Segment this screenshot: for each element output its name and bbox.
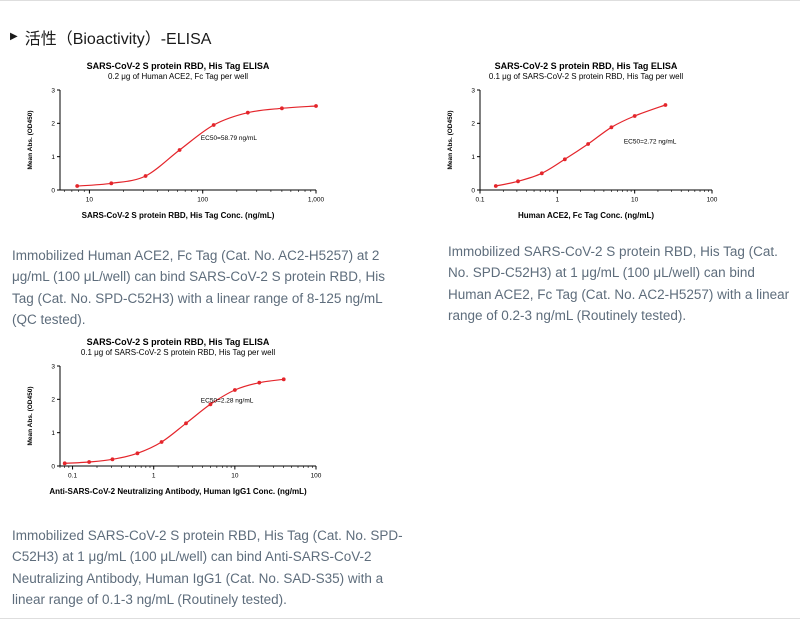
svg-text:1: 1 xyxy=(152,473,156,480)
chart-2-description: Immobilized SARS-CoV-2 S protein RBD, Hi… xyxy=(448,244,790,323)
elisa-chart-2: SARS-CoV-2 S protein RBD, His Tag ELISA … xyxy=(440,61,732,220)
svg-text:EC50=2.28 ng/mL: EC50=2.28 ng/mL xyxy=(201,398,254,405)
svg-text:1: 1 xyxy=(556,197,560,204)
svg-text:1: 1 xyxy=(471,154,475,161)
svg-text:2: 2 xyxy=(51,397,55,404)
svg-text:0: 0 xyxy=(51,463,55,470)
svg-text:3: 3 xyxy=(51,87,55,94)
elisa-chart-3: SARS-CoV-2 S protein RBD, His Tag ELISA … xyxy=(20,337,336,496)
svg-text:0: 0 xyxy=(471,187,475,194)
svg-text:2: 2 xyxy=(51,121,55,128)
chart-3-description: Immobilized SARS-CoV-2 S protein RBD, Hi… xyxy=(12,528,403,607)
svg-text:3: 3 xyxy=(471,87,475,94)
svg-text:Mean Abs. (OD450): Mean Abs. (OD450) xyxy=(27,111,34,170)
svg-text:10: 10 xyxy=(231,473,239,480)
svg-text:100: 100 xyxy=(707,197,718,204)
svg-text:EC50=58.79 ng/mL: EC50=58.79 ng/mL xyxy=(201,135,258,142)
svg-text:1,000: 1,000 xyxy=(308,197,325,204)
elisa-chart-1: SARS-CoV-2 S protein RBD, His Tag ELISA … xyxy=(20,61,336,220)
svg-text:Mean Abs. (OD450): Mean Abs. (OD450) xyxy=(447,111,454,170)
svg-text:0: 0 xyxy=(51,187,55,194)
svg-text:100: 100 xyxy=(311,473,322,480)
svg-text:0.1: 0.1 xyxy=(68,473,77,480)
svg-text:EC50=2.72 ng/mL: EC50=2.72 ng/mL xyxy=(624,138,677,145)
section-title: 活性（Bioactivity）-ELISA xyxy=(24,31,212,48)
chart-subtitle: 0.1 μg of SARS-CoV-2 S protein RBD, His … xyxy=(80,348,276,357)
chart-title: SARS-CoV-2 S protein RBD, His Tag ELISA xyxy=(494,61,678,71)
section-header[interactable]: ▶ 活性（Bioactivity）-ELISA xyxy=(10,25,211,49)
svg-text:3: 3 xyxy=(51,363,55,370)
chart-title: SARS-CoV-2 S protein RBD, His Tag ELISA xyxy=(86,337,270,347)
chart-x-axis-label: Anti-SARS-CoV-2 Neutralizing Antibody, H… xyxy=(49,487,307,496)
elisa-plot: 0 1 2 3 0.1 1 10 100 Mean Abs. (OD450) EC50=2.72 … xyxy=(447,87,718,204)
svg-text:2: 2 xyxy=(471,121,475,128)
svg-text:10: 10 xyxy=(86,197,94,204)
chart-subtitle: 0.2 μg of Human ACE2, Fc Tag per well xyxy=(107,72,249,81)
chart-subtitle: 0.1 μg of SARS-CoV-2 S protein RBD, His … xyxy=(488,72,684,81)
right-triangle-icon: ▶ xyxy=(10,31,18,42)
svg-text:10: 10 xyxy=(631,197,639,204)
svg-text:Mean Abs. (OD450): Mean Abs. (OD450) xyxy=(27,387,34,446)
svg-text:0.1: 0.1 xyxy=(475,197,484,204)
svg-text:1: 1 xyxy=(51,430,55,437)
svg-text:1: 1 xyxy=(51,154,55,161)
chart-x-axis-label: SARS-CoV-2 S protein RBD, His Tag Conc. … xyxy=(81,211,275,220)
elisa-plot: 0 1 2 3 10 100 1,000 Mean Abs. (OD450) EC50=58.7… xyxy=(27,87,325,204)
chart-1-description: Immobilized Human ACE2, Fc Tag (Cat. No.… xyxy=(12,248,385,327)
chart-title: SARS-CoV-2 S protein RBD, His Tag ELISA xyxy=(86,61,270,71)
svg-text:100: 100 xyxy=(197,197,208,204)
chart-x-axis-label: Human ACE2, Fc Tag Conc. (ng/mL) xyxy=(517,211,654,220)
elisa-plot: 0 1 2 3 0.1 1 10 100 Mean Abs. (OD450) EC50=2.28 … xyxy=(27,363,322,480)
